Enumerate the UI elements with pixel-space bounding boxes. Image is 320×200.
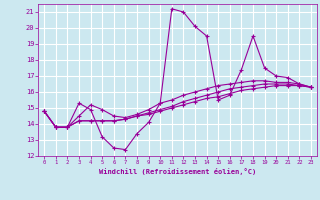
X-axis label: Windchill (Refroidissement éolien,°C): Windchill (Refroidissement éolien,°C) [99, 168, 256, 175]
